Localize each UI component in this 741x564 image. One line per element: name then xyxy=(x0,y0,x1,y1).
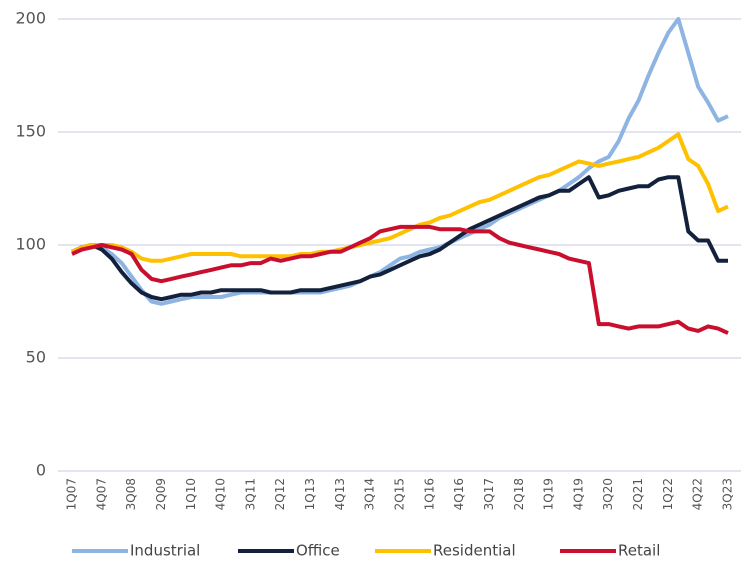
x-tick-label: 1Q07 xyxy=(64,478,78,510)
y-tick-label: 50 xyxy=(26,348,46,367)
legend-label: Residential xyxy=(433,542,516,560)
series-line xyxy=(71,17,729,306)
y-tick-label: 100 xyxy=(15,235,46,254)
y-tick-label: 200 xyxy=(15,9,46,28)
x-tick-label: 4Q16 xyxy=(452,478,466,510)
y-tick-label: 0 xyxy=(36,461,46,480)
x-tick-label: 3Q17 xyxy=(482,478,496,510)
x-tick-label: 3Q23 xyxy=(721,478,735,510)
series-line xyxy=(71,132,729,263)
y-tick-label: 150 xyxy=(15,122,46,141)
legend-label: Retail xyxy=(618,542,660,560)
x-tick-label: 3Q14 xyxy=(363,478,377,510)
x-tick-label: 4Q10 xyxy=(214,478,228,510)
x-tick-label: 3Q08 xyxy=(124,478,138,510)
x-tick-label: 2Q12 xyxy=(273,478,287,510)
legend-label: Industrial xyxy=(130,542,200,560)
x-tick-label: 4Q07 xyxy=(94,478,108,510)
x-tick-label: 4Q22 xyxy=(691,478,705,510)
x-tick-label: 1Q16 xyxy=(422,478,436,510)
x-tick-label: 2Q15 xyxy=(393,478,407,510)
x-tick-label: 3Q11 xyxy=(243,478,257,510)
series-line xyxy=(71,224,729,335)
x-tick-label: 2Q18 xyxy=(512,478,526,510)
x-tick-label: 2Q21 xyxy=(631,478,645,510)
x-tick-label: 2Q09 xyxy=(154,478,168,510)
x-tick-label: 1Q10 xyxy=(184,478,198,510)
legend-label: Office xyxy=(296,542,340,560)
x-tick-label: 3Q20 xyxy=(601,478,615,510)
x-tick-label: 1Q19 xyxy=(542,478,556,510)
x-tick-label: 4Q19 xyxy=(571,478,585,510)
x-tick-label: 1Q22 xyxy=(661,478,675,510)
series-line xyxy=(71,175,728,302)
x-tick-label: 1Q13 xyxy=(303,478,317,510)
x-tick-label: 4Q13 xyxy=(333,478,347,510)
